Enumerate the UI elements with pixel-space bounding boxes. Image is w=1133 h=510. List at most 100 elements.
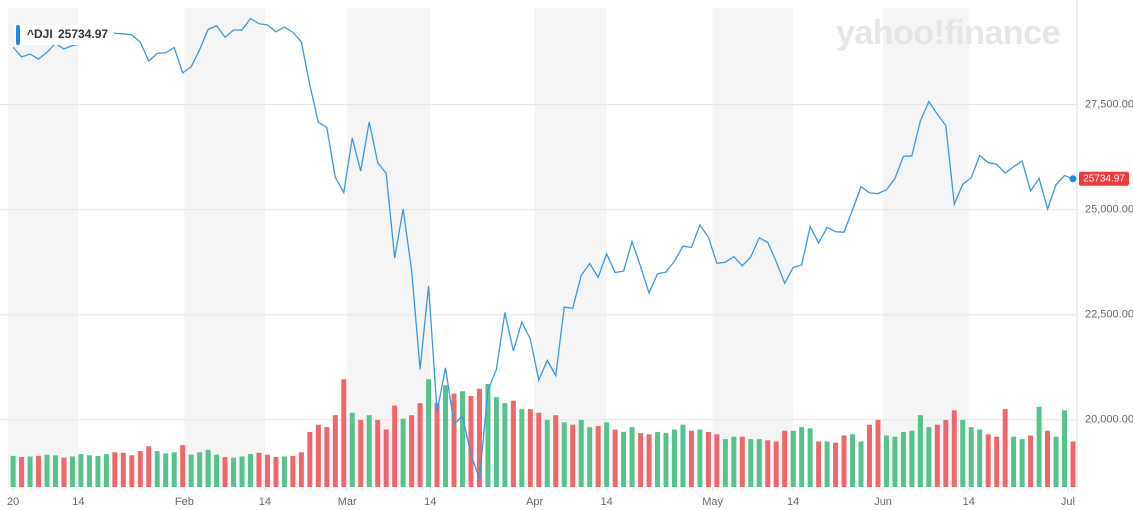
volume-bar [527, 409, 533, 487]
volume-bar [290, 455, 296, 487]
volume-bar [409, 415, 415, 487]
volume-bar [807, 428, 813, 487]
volume-bar [103, 454, 109, 487]
volume-bar [926, 427, 932, 487]
volume-bar [1062, 410, 1068, 487]
x-tick-label: 14 [259, 496, 271, 508]
last-point [1069, 175, 1077, 183]
volume-bar [875, 419, 881, 487]
volume-bar [519, 409, 525, 487]
volume-bar [392, 405, 398, 487]
volume-bar [858, 441, 864, 487]
volume-bar [69, 456, 75, 487]
volume-bar [197, 452, 203, 487]
volume-bar [78, 454, 84, 487]
volume-bar [688, 430, 694, 487]
volume-bar [341, 379, 347, 487]
x-tick-label: 14 [72, 496, 84, 508]
volume-bar [154, 451, 160, 487]
volume-bar [765, 440, 771, 487]
volume-bar [1019, 439, 1025, 487]
volume-bar [307, 431, 313, 487]
volume-bar [1045, 430, 1051, 487]
volume-bar [663, 433, 669, 487]
price-line [12, 17, 1074, 480]
volume-bar [163, 453, 169, 487]
volume-bar [459, 391, 465, 487]
volume-bar [1011, 436, 1017, 487]
volume-bar [366, 415, 372, 487]
x-tick-label: 14 [424, 496, 436, 508]
volume-bar [231, 457, 237, 487]
volume-bar [180, 445, 186, 487]
volume-bar [680, 424, 686, 487]
volume-bar [960, 419, 966, 487]
y-tick-label: 27,500.00 [1085, 99, 1133, 111]
price-badge [1079, 171, 1129, 186]
volume-bar [714, 434, 720, 487]
volume-bar [612, 429, 618, 487]
volume-bar [1002, 409, 1008, 487]
volume-bar [52, 455, 58, 487]
volume-bar [604, 422, 610, 487]
volume-bar [485, 384, 491, 487]
y-tick-label: 22,500.00 [1085, 309, 1133, 321]
volume-bar [171, 452, 177, 487]
volume-bar [782, 430, 788, 487]
watermark: yahoo!finance [836, 14, 1060, 52]
volume-bar [671, 429, 677, 487]
volume-bar [1028, 435, 1034, 487]
symbol-label: ^DJI 25734.97 [14, 25, 114, 45]
volume-bar [273, 457, 279, 487]
volume-bar [315, 424, 321, 487]
volume-bar [417, 403, 423, 487]
volume-bar [1053, 436, 1059, 487]
volume-bar [443, 385, 449, 487]
x-tick-label: 20 [7, 496, 19, 508]
volume-bar [985, 434, 991, 487]
symbol: ^DJI [27, 27, 53, 41]
volume-bar [44, 454, 50, 487]
x-tick-label: 14 [963, 496, 975, 508]
x-tick-label: Jul [1061, 496, 1075, 508]
label-accent [16, 25, 20, 45]
volume-bar [476, 388, 482, 487]
volume-bar [281, 456, 287, 487]
x-tick-label: Apr [526, 496, 543, 508]
x-tick-label: 14 [787, 496, 799, 508]
volume-bar [264, 454, 270, 487]
volume-bar [705, 431, 711, 487]
price-badge-label: 25734.97 [1083, 173, 1125, 184]
band [347, 8, 431, 487]
volume-bar [239, 456, 245, 487]
volume-bar [324, 427, 330, 487]
volume-bar [799, 427, 805, 487]
lines [12, 17, 1077, 480]
volume-bar [756, 439, 762, 487]
volume-bar [214, 454, 220, 487]
volume-bar [748, 439, 754, 487]
volume-bar [222, 457, 228, 487]
volume-bar [349, 412, 355, 487]
volume-bar [561, 422, 567, 487]
x-tick-label: May [702, 496, 723, 508]
volume-bar [900, 431, 906, 487]
volume-bar [883, 435, 889, 487]
volume-bar [816, 441, 822, 487]
volume-bar [434, 403, 440, 487]
volume-bar [892, 436, 898, 487]
volume-bar [451, 393, 457, 487]
volume-bar [1036, 406, 1042, 487]
volume-bar [773, 441, 779, 487]
volume-bar [298, 452, 304, 487]
volume-bar [510, 400, 516, 487]
volume-bar [332, 415, 338, 487]
volume-bar [188, 454, 194, 487]
volume-bar [968, 427, 974, 487]
volume-bar [61, 457, 67, 487]
volume-bars [10, 379, 1076, 487]
volume-bar [722, 439, 728, 487]
volume-bar [697, 429, 703, 487]
